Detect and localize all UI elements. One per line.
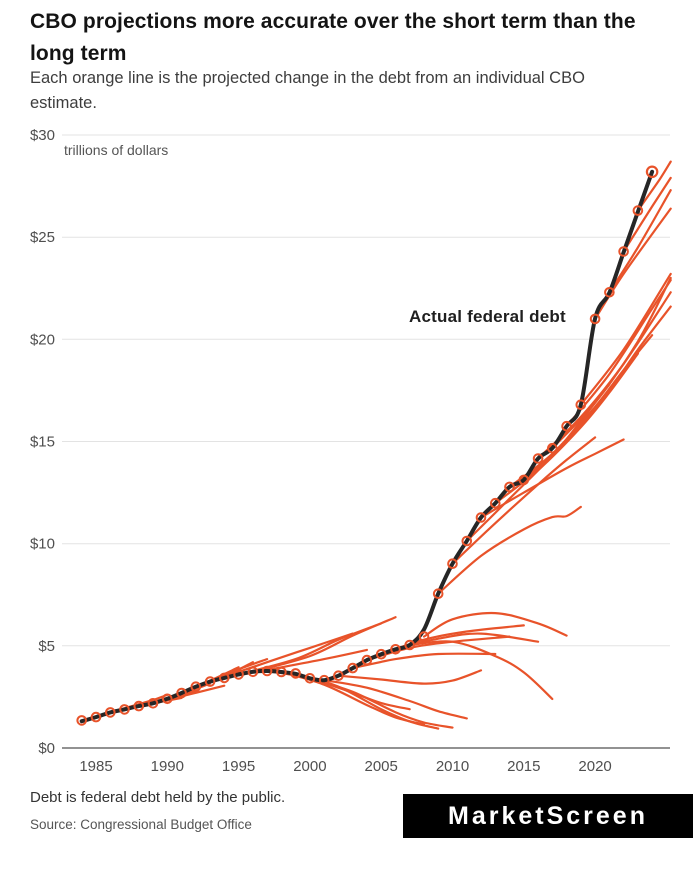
grid-and-axes: $0 $5 $10 $15 $20 $25 $30 1985 1990 1995 2000 2005 2… — [30, 127, 670, 775]
x-tick-label: 1990 — [151, 758, 184, 775]
y-axis-unit-label: trillions of dollars — [64, 142, 169, 158]
projection-start-marker-2021 — [604, 287, 615, 298]
x-tick-label: 1985 — [79, 758, 112, 775]
projection-line-2021 — [608, 189, 672, 294]
y-tick-label: $25 — [30, 229, 55, 246]
projection-line-2002 — [337, 669, 483, 685]
projection-line-1996 — [251, 616, 397, 673]
projection-start-marker-2006 — [390, 644, 401, 655]
projection-start-marker-2003 — [347, 662, 359, 674]
projection-start-marker-1989 — [147, 698, 159, 709]
y-tick-label: $10 — [30, 536, 55, 553]
actual-debt-end-marker — [645, 165, 659, 179]
projection-start-marker-2005 — [375, 648, 387, 660]
y-tick-label: $0 — [38, 740, 55, 757]
projection-line-2007 — [408, 640, 554, 701]
projection-start-marker-2000 — [304, 673, 316, 684]
page-title: CBO projections more accurate over the s… — [30, 10, 636, 65]
x-tick-label: 2010 — [436, 758, 469, 775]
projection-start-marker-1992 — [190, 681, 202, 693]
chart-footnote: Debt is federal debt held by the public. — [30, 789, 286, 806]
projection-start-marker-2016 — [532, 453, 544, 464]
projection-start-marker-2018 — [561, 420, 572, 432]
projection-start-marker-1991 — [176, 687, 187, 699]
projection-start-marker-1984 — [76, 715, 87, 726]
projection-start-marker-1995 — [233, 669, 244, 680]
projection-start-marker-1993 — [204, 676, 216, 687]
projection-start-marker-2017 — [547, 442, 558, 454]
projection-start-marker-2009 — [432, 588, 444, 600]
projection-start-marker-1994 — [219, 672, 230, 684]
marketscreen-logo: MarketScreen — [403, 794, 693, 838]
projection-start-marker-2011 — [461, 535, 473, 547]
actual-debt-annotation: Actual federal debt — [409, 307, 566, 326]
projection-start-marker-2007 — [404, 639, 416, 651]
x-tick-label: 2015 — [507, 758, 540, 775]
projection-line-2019 — [579, 272, 672, 406]
projection-line-2015 — [522, 305, 672, 481]
projection-start-marker-1996 — [247, 666, 259, 678]
cbo-projection-lines — [80, 160, 672, 730]
projection-start-marker-2023 — [632, 205, 644, 216]
projection-start-marker-2002 — [333, 670, 344, 682]
projection-start-marker-2019 — [575, 399, 587, 411]
projection-line-2012 — [479, 438, 625, 519]
y-tick-label: $5 — [38, 638, 55, 655]
projection-start-marker-1988 — [133, 700, 145, 712]
projection-start-marker-2010 — [447, 558, 458, 570]
y-tick-label: $15 — [30, 434, 55, 451]
projection-line-2010 — [451, 436, 597, 565]
projection-start-marker-2001 — [318, 674, 330, 686]
projection-start-marker-1986 — [105, 707, 116, 718]
marketscreen-logo-text: MarketScreen — [448, 801, 648, 830]
projection-start-marker-2004 — [361, 654, 373, 666]
projection-line-1993 — [209, 632, 354, 683]
projection-start-marker-1999 — [290, 668, 301, 679]
projection-start-marker-2014 — [504, 481, 515, 493]
projection-start-marker-2012 — [475, 512, 487, 523]
chart-source: Source: Congressional Budget Office — [30, 817, 252, 832]
y-tick-label: $30 — [30, 127, 55, 144]
projection-start-marker-2013 — [490, 497, 501, 509]
projection-start-marker-2020 — [589, 313, 601, 325]
x-tick-label: 1995 — [222, 758, 255, 775]
projection-line-2008 — [422, 611, 568, 638]
projection-start-marker-2022 — [618, 246, 629, 257]
projection-start-marker-1998 — [276, 666, 287, 678]
projection-start-marker-1990 — [162, 693, 173, 705]
x-tick-label: 2005 — [365, 758, 398, 775]
projection-line-2020 — [594, 207, 672, 320]
projection-line-2001 — [323, 679, 468, 720]
projection-line-2003 — [351, 652, 497, 670]
x-tick-label: 2020 — [578, 758, 611, 775]
chart-canvas: $0 $5 $10 $15 $20 $25 $30 1985 1990 1995 2000 2005 2… — [30, 127, 672, 775]
projection-start-marker-2015 — [518, 474, 530, 486]
projection-line-2000 — [308, 677, 454, 729]
projection-start-marker-1997 — [261, 665, 273, 677]
projection-line-2004 — [365, 635, 511, 662]
y-tick-label: $20 — [30, 331, 55, 348]
projection-start-marker-2008 — [418, 631, 430, 642]
projection-line-2009 — [437, 505, 582, 595]
actual-debt-line — [79, 169, 655, 724]
projection-line-2022 — [622, 176, 672, 253]
projection-line-2017 — [551, 276, 672, 450]
projection-start-marker-1987 — [119, 704, 130, 715]
projection-start-markers — [76, 165, 659, 726]
debt-projections-chart: $0 $5 $10 $15 $20 $25 $30 1985 1990 1995 2000 2005 2… — [0, 120, 700, 780]
x-tick-label: 2000 — [293, 758, 326, 775]
projection-start-marker-1985 — [90, 711, 102, 723]
chart-subtitle: Each orange line is the projected change… — [30, 69, 585, 112]
